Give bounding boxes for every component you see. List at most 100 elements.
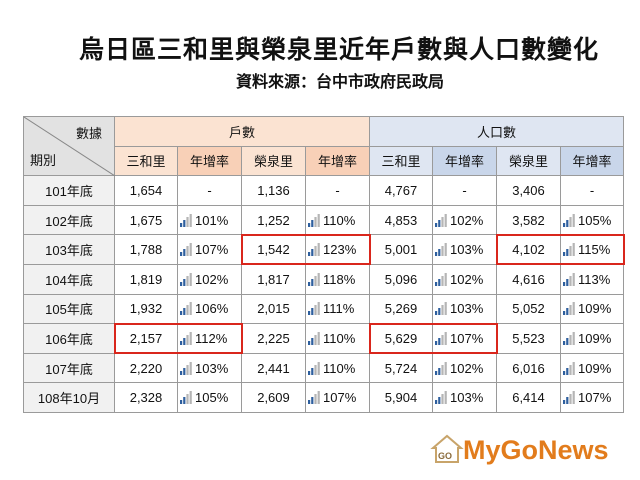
growth-rate-cell: 109% (560, 323, 624, 354)
signal-bars-icon (563, 361, 575, 375)
count-cell: 2,225 (241, 323, 306, 354)
growth-rate-cell: 107% (560, 382, 624, 413)
table-row: 103年底 1,788 107% 1,542 123% 5,001 103% 4,102 115… (23, 234, 624, 265)
growth-rate-cell: 103% (432, 382, 497, 413)
signal-bars-icon (308, 302, 320, 316)
count-cell: 1,788 (114, 234, 178, 265)
growth-rate-cell: 101% (177, 204, 242, 236)
period-cell: 106年底 (23, 323, 115, 354)
count-cell: 1,542 (241, 234, 306, 265)
growth-rate-value: 103% (450, 390, 484, 406)
count-cell: 1,675 (114, 204, 178, 236)
growth-rate-cell: - (177, 175, 242, 206)
growth-rate-cell: 111% (305, 293, 370, 325)
growth-rate-cell: 105% (560, 204, 624, 236)
growth-rate-cell: 112% (177, 323, 242, 354)
page-title: 烏日區三和里與榮泉里近年戶數與人口數變化 (78, 35, 599, 64)
growth-rate-value: 118% (323, 271, 356, 287)
growth-rate-cell: 107% (177, 234, 242, 265)
count-cell: 2,441 (241, 352, 306, 384)
count-cell: 3,406 (496, 175, 561, 206)
table-row: 102年底 1,675 101% 1,252 110% 4,853 102% 3,582 105… (23, 204, 624, 236)
growth-rate-value: 105% (195, 390, 229, 406)
growth-rate-cell: 109% (560, 293, 624, 325)
count-cell: 4,102 (496, 234, 561, 265)
growth-rate-cell: 107% (432, 323, 497, 354)
growth-rate-value: 109% (578, 330, 612, 346)
count-cell: 1,654 (114, 175, 178, 206)
growth-rate-value: 115% (578, 242, 611, 258)
signal-bars-icon (563, 243, 575, 257)
count-cell: 6,414 (496, 382, 561, 413)
signal-bars-icon (180, 302, 192, 316)
signal-bars-icon (180, 272, 192, 286)
count-cell: 5,269 (369, 293, 433, 325)
column-header: 年增率 (305, 145, 370, 177)
signal-bars-icon (308, 243, 320, 257)
logo-text: MyGoNews (463, 435, 609, 465)
signal-bars-icon (308, 361, 320, 375)
count-cell: 4,853 (369, 204, 433, 236)
signal-bars-icon (435, 243, 447, 257)
signal-bars-icon (435, 213, 447, 227)
signal-bars-icon (180, 331, 192, 345)
column-header: 榮泉里 (496, 145, 561, 177)
growth-rate-value: 107% (323, 390, 357, 406)
growth-rate-value: 109% (578, 360, 612, 376)
count-cell: 5,052 (496, 293, 561, 325)
count-cell: 5,724 (369, 352, 433, 384)
signal-bars-icon (563, 391, 575, 405)
signal-bars-icon (180, 243, 192, 257)
signal-bars-icon (180, 361, 192, 375)
table-row: 107年底 2,220 103% 2,441 110% 5,724 102% 6,016 109… (23, 352, 624, 384)
growth-rate-cell: 123% (305, 234, 370, 265)
signal-bars-icon (308, 391, 320, 405)
signal-bars-icon (563, 331, 575, 345)
data-source: 資料來源：台中市政府民政局 (235, 72, 444, 91)
count-cell: 5,904 (369, 382, 433, 413)
column-header: 榮泉里 (241, 145, 306, 177)
growth-rate-cell: 118% (305, 263, 370, 295)
growth-rate-value: 103% (450, 242, 484, 258)
count-cell: 1,252 (241, 204, 306, 236)
growth-rate-cell: 115% (560, 234, 624, 265)
count-cell: 5,001 (369, 234, 433, 265)
growth-rate-cell: 106% (177, 293, 242, 325)
period-cell: 101年底 (23, 175, 115, 206)
growth-rate-value: 103% (450, 301, 484, 317)
count-cell: 1,817 (241, 263, 306, 295)
count-cell: 4,767 (369, 175, 433, 206)
signal-bars-icon (435, 391, 447, 405)
growth-rate-value: 113% (578, 271, 611, 287)
data-table: 數據 期別 戶數 人口數 三和里 年增率 榮泉里 年增率 三和里 年增率 榮泉里 年增率 10… (23, 115, 624, 413)
growth-rate-value: 105% (578, 212, 612, 228)
signal-bars-icon (435, 302, 447, 316)
growth-rate-value: 112% (195, 330, 228, 346)
count-cell: 4,616 (496, 263, 561, 295)
table-row: 101年底 1,654-1,136-4,767-3,406- (23, 175, 624, 206)
signal-bars-icon (563, 213, 575, 227)
count-cell: 5,523 (496, 323, 561, 354)
growth-rate-value: 123% (323, 242, 357, 258)
count-cell: 5,629 (369, 323, 433, 354)
signal-bars-icon (435, 361, 447, 375)
count-cell: 1,932 (114, 293, 178, 325)
table-corner-header: 數據 期別 (23, 115, 115, 177)
count-cell: 2,015 (241, 293, 306, 325)
column-header: 年增率 (177, 145, 242, 177)
growth-rate-value: 101% (195, 212, 229, 228)
growth-rate-cell: 109% (560, 352, 624, 384)
growth-rate-value: 111% (323, 301, 355, 317)
count-cell: 2,609 (241, 382, 306, 413)
growth-rate-cell: 105% (177, 382, 242, 413)
growth-rate-cell: - (560, 175, 624, 206)
signal-bars-icon (563, 272, 575, 286)
growth-rate-cell: 103% (432, 293, 497, 325)
count-cell: 1,136 (241, 175, 306, 206)
growth-rate-cell: 113% (560, 263, 624, 295)
period-cell: 102年底 (23, 204, 115, 236)
table-row: 106年底 2,157 112% 2,225 110% 5,629 107% 5,523 109… (23, 323, 624, 354)
period-cell: 105年底 (23, 293, 115, 325)
growth-rate-cell: 102% (177, 263, 242, 295)
growth-rate-cell: 102% (432, 263, 497, 295)
